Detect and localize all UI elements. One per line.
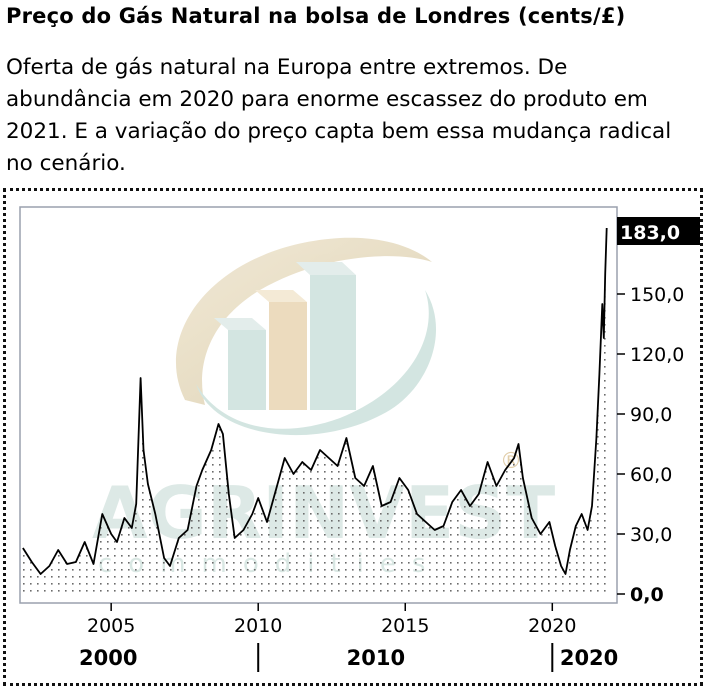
series-area — [22, 228, 607, 594]
decade-label: 2010 — [347, 646, 405, 670]
x-tick-label: 2005 — [87, 615, 135, 637]
y-tick-label: 120,0 — [630, 344, 684, 366]
y-axis: 0,0 30,0 60,0 90,0 120,0 150,0 183,0 — [617, 217, 700, 606]
watermark-logo — [175, 237, 437, 436]
y-tick-label: 0,0 — [630, 584, 664, 606]
last-value-badge — [617, 217, 700, 245]
y-tick-label: 60,0 — [630, 464, 672, 486]
x-tick-label: 2010 — [234, 615, 282, 637]
page-title: Preço do Gás Natural na bolsa de Londres… — [6, 4, 626, 28]
y-tick-label: 150,0 — [630, 284, 684, 306]
y-tick-label: 90,0 — [630, 404, 672, 426]
last-value-label: 183,0 — [620, 222, 680, 244]
x-tick-label: 2015 — [381, 615, 429, 637]
y-tick-label: 30,0 — [630, 524, 672, 546]
decade-label: 2000 — [79, 646, 137, 670]
x-tick-label: 2020 — [528, 615, 576, 637]
page-subtitle: Oferta de gás natural na Europa entre ex… — [6, 55, 672, 176]
series-line — [22, 227, 608, 575]
chart-frame — [3, 188, 703, 686]
decade-axis: 2000 2010 2020 — [79, 643, 618, 672]
x-axis: 2005 2010 2015 2020 — [87, 603, 576, 637]
decade-label: 2020 — [560, 646, 618, 670]
